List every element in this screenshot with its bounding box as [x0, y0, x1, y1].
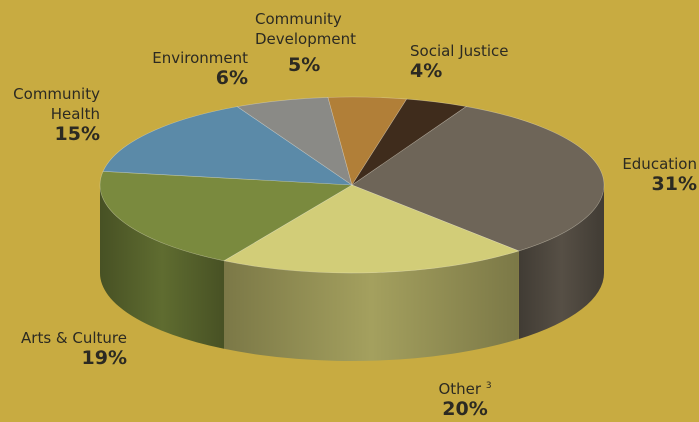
pie-side-shade — [518, 185, 604, 339]
label-arts-culture-name: Arts & Culture — [21, 329, 127, 347]
pie-slice-arts-culture — [99, 171, 354, 262]
label-arts-culture-pct: 19% — [81, 347, 127, 369]
label-education-pct: 31% — [651, 173, 697, 195]
label-community-health-name: Community Health — [13, 85, 100, 123]
label-other-pct: 20% — [442, 398, 488, 420]
label-environment: Environment 6% — [120, 48, 248, 88]
label-other-text: Other — [438, 380, 482, 398]
pie-side-shade — [223, 250, 519, 362]
label-environment-pct: 6% — [215, 67, 248, 89]
pie-tops — [99, 96, 605, 274]
label-other: Other 3 20% — [410, 376, 520, 419]
label-community-health: Community Health 15% — [0, 84, 100, 144]
label-social-justice: Social Justice 4% — [410, 41, 550, 81]
label-other-name: Other 3 — [410, 376, 520, 399]
label-education: Education 31% — [596, 154, 697, 194]
pie-slice-other — [223, 184, 520, 274]
label-other-footnote: 3 — [485, 381, 492, 391]
pie-slice-community-health — [102, 106, 354, 186]
label-community-development-name: Community Development — [255, 10, 356, 48]
pie-slice-education — [351, 106, 605, 252]
pie-side-shade — [100, 185, 224, 349]
label-social-justice-pct: 4% — [410, 60, 443, 82]
pie-slice-community-development — [327, 96, 408, 186]
label-community-development-pct: 5% — [288, 54, 321, 76]
label-arts-culture: Arts & Culture 19% — [0, 328, 127, 368]
label-education-name: Education — [622, 155, 697, 173]
pie-slice-social-justice — [351, 98, 467, 186]
label-community-development: Community Development — [255, 9, 380, 49]
label-community-health-pct: 15% — [54, 123, 100, 145]
label-community-development-pct-wrap: 5% — [288, 55, 320, 75]
label-social-justice-name: Social Justice — [410, 42, 509, 60]
label-environment-name: Environment — [152, 49, 248, 67]
pie-sides — [100, 185, 604, 362]
pie-slice-environment — [236, 97, 353, 186]
